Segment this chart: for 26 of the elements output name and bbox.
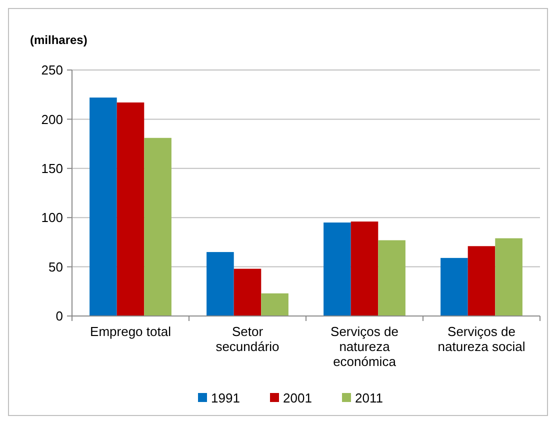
y-tick-label: 200 (41, 112, 63, 127)
y-axis-title: (milhares) (30, 33, 88, 47)
y-tick-label: 250 (41, 62, 63, 78)
y-tick-label: 50 (48, 259, 63, 274)
bar (468, 246, 496, 316)
x-tick-label: Emprego total (90, 324, 172, 339)
y-tick-label: 100 (41, 210, 63, 226)
bar (234, 268, 262, 316)
bar (378, 240, 406, 316)
bar (350, 222, 378, 316)
bar (440, 258, 468, 316)
bar (116, 102, 144, 316)
bar (261, 293, 288, 316)
x-tick-label: Serviços de natureza social (438, 324, 526, 354)
bar (324, 222, 351, 316)
bar (144, 138, 172, 316)
y-tick-label: 0 (56, 308, 63, 324)
x-tick-label: Serviços de natureza económica (330, 324, 398, 369)
legend-label: 2001 (283, 390, 312, 406)
bar (495, 238, 522, 316)
legend-label: 1991 (211, 390, 240, 406)
bar (90, 98, 117, 316)
legend-label: 2011 (355, 390, 383, 406)
y-tick-label: 150 (41, 160, 63, 176)
bar (206, 252, 234, 316)
x-tick-label: Setor secundário (216, 324, 280, 354)
